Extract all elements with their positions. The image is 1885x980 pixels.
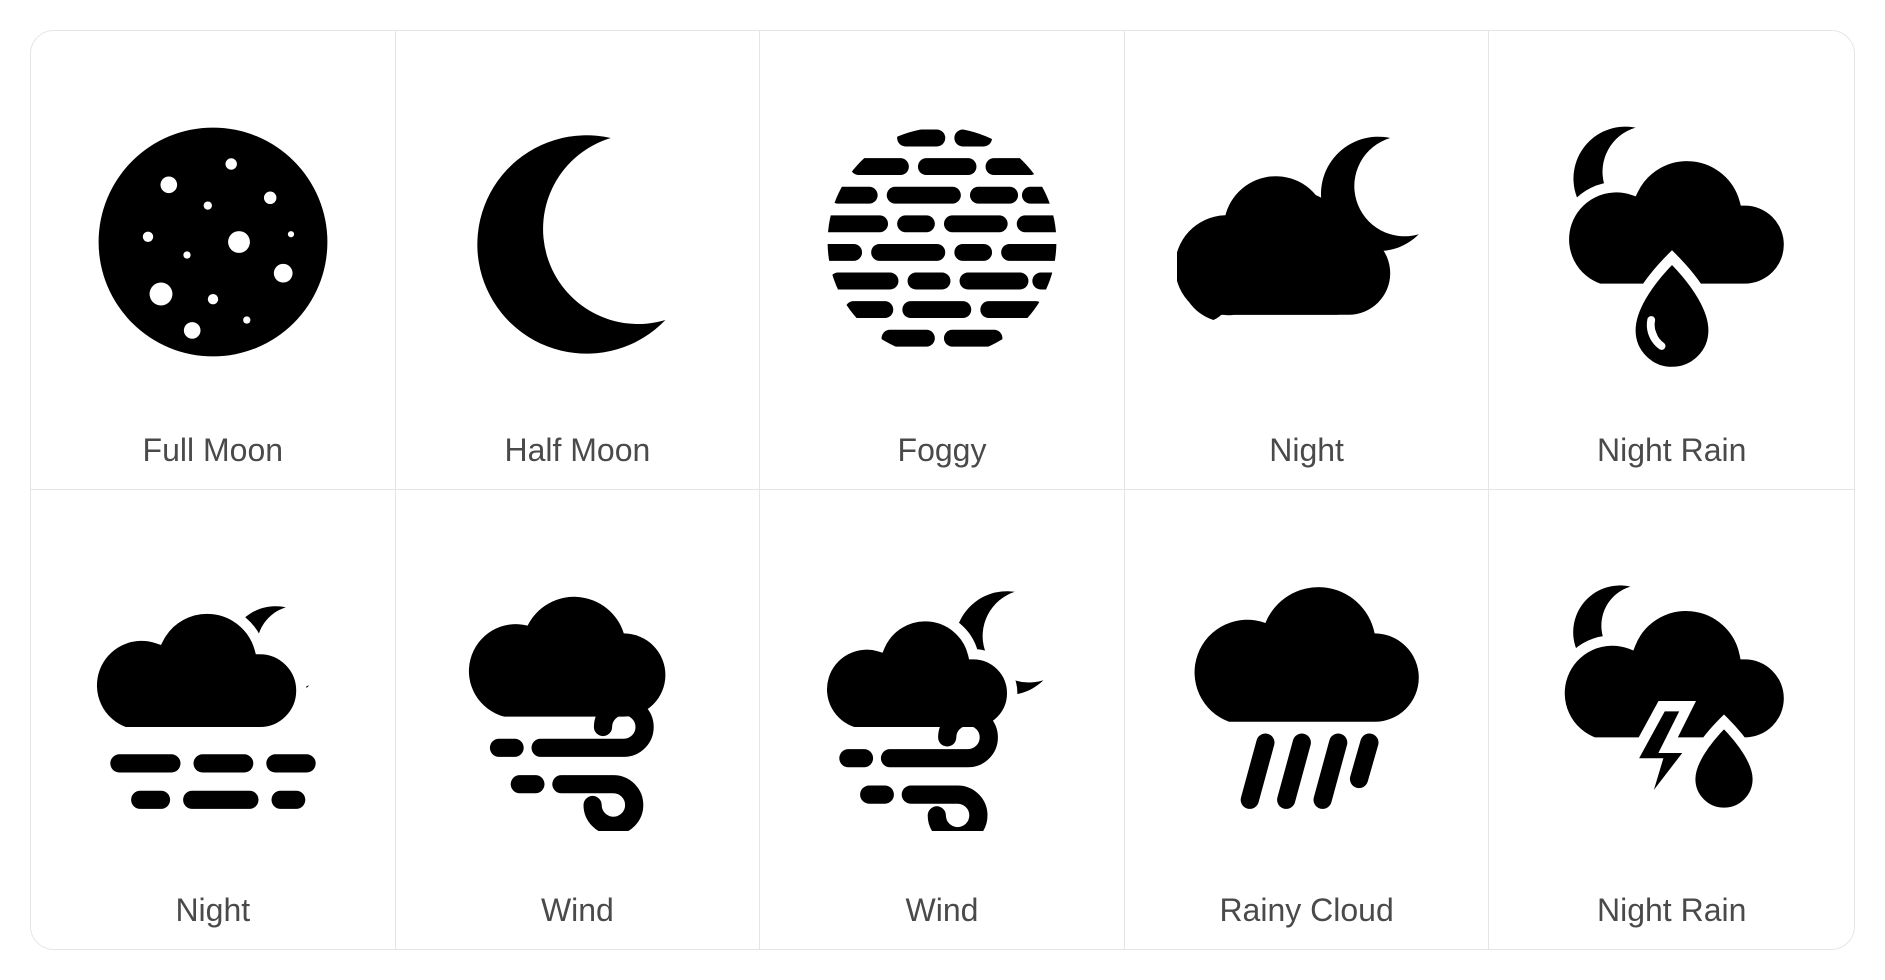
cell-night-rain: Night Rain (1489, 31, 1854, 490)
cell-rainy-cloud: Rainy Cloud (1125, 490, 1490, 949)
weather-icon-grid: Full Moon Half Moon (30, 30, 1855, 950)
night-label: Night (1269, 432, 1344, 469)
night-fog-icon (51, 520, 375, 882)
cell-wind: Wind (396, 490, 761, 949)
cell-foggy: Foggy (760, 31, 1125, 490)
full-moon-icon (51, 61, 375, 422)
cell-half-moon: Half Moon (396, 31, 761, 490)
cell-night-wind: Wind (760, 490, 1125, 949)
half-moon-icon (416, 61, 740, 422)
rainy-cloud-label: Rainy Cloud (1219, 892, 1393, 929)
night-fog-label: Night (175, 892, 250, 929)
night-storm-rain-label: Night Rain (1597, 892, 1746, 929)
night-wind-icon (780, 520, 1104, 882)
cell-night-storm-rain: Night Rain (1489, 490, 1854, 949)
cell-night: Night (1125, 31, 1490, 490)
night-rain-label: Night Rain (1597, 432, 1746, 469)
full-moon-label: Full Moon (143, 432, 284, 469)
night-rain-icon (1509, 61, 1834, 422)
wind-label: Wind (541, 892, 614, 929)
night-icon (1145, 61, 1469, 422)
foggy-icon (780, 61, 1104, 422)
rainy-cloud-icon (1145, 520, 1469, 882)
wind-icon (416, 520, 740, 882)
foggy-label: Foggy (898, 432, 987, 469)
night-wind-label: Wind (906, 892, 979, 929)
half-moon-label: Half Moon (504, 432, 650, 469)
night-storm-rain-icon (1509, 520, 1834, 882)
cell-full-moon: Full Moon (31, 31, 396, 490)
cell-night-fog: Night (31, 490, 396, 949)
